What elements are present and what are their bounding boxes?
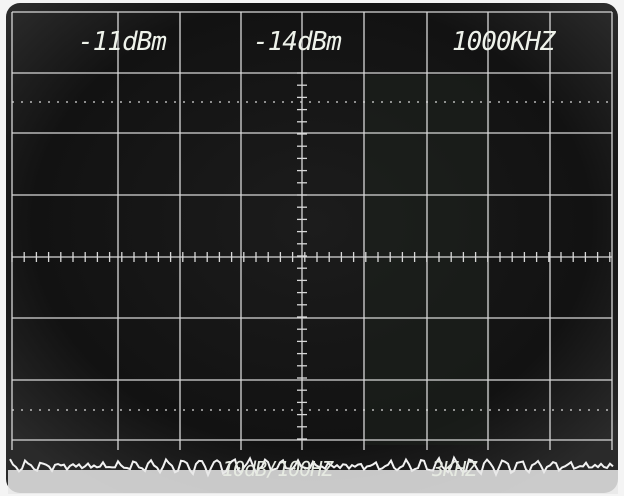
- noise-trace: [8, 455, 618, 494]
- graticule: [11, 11, 613, 450]
- crt-screen: [6, 3, 618, 493]
- span: 3KHZ: [431, 457, 478, 481]
- center-frequency: 1000KHZ: [452, 27, 557, 57]
- marker-level: -14dBm: [253, 27, 341, 57]
- scale-resolution: 10dB/100HZ: [222, 457, 334, 481]
- reference-level: -11dBm: [78, 27, 166, 57]
- trace-floor: [8, 470, 618, 494]
